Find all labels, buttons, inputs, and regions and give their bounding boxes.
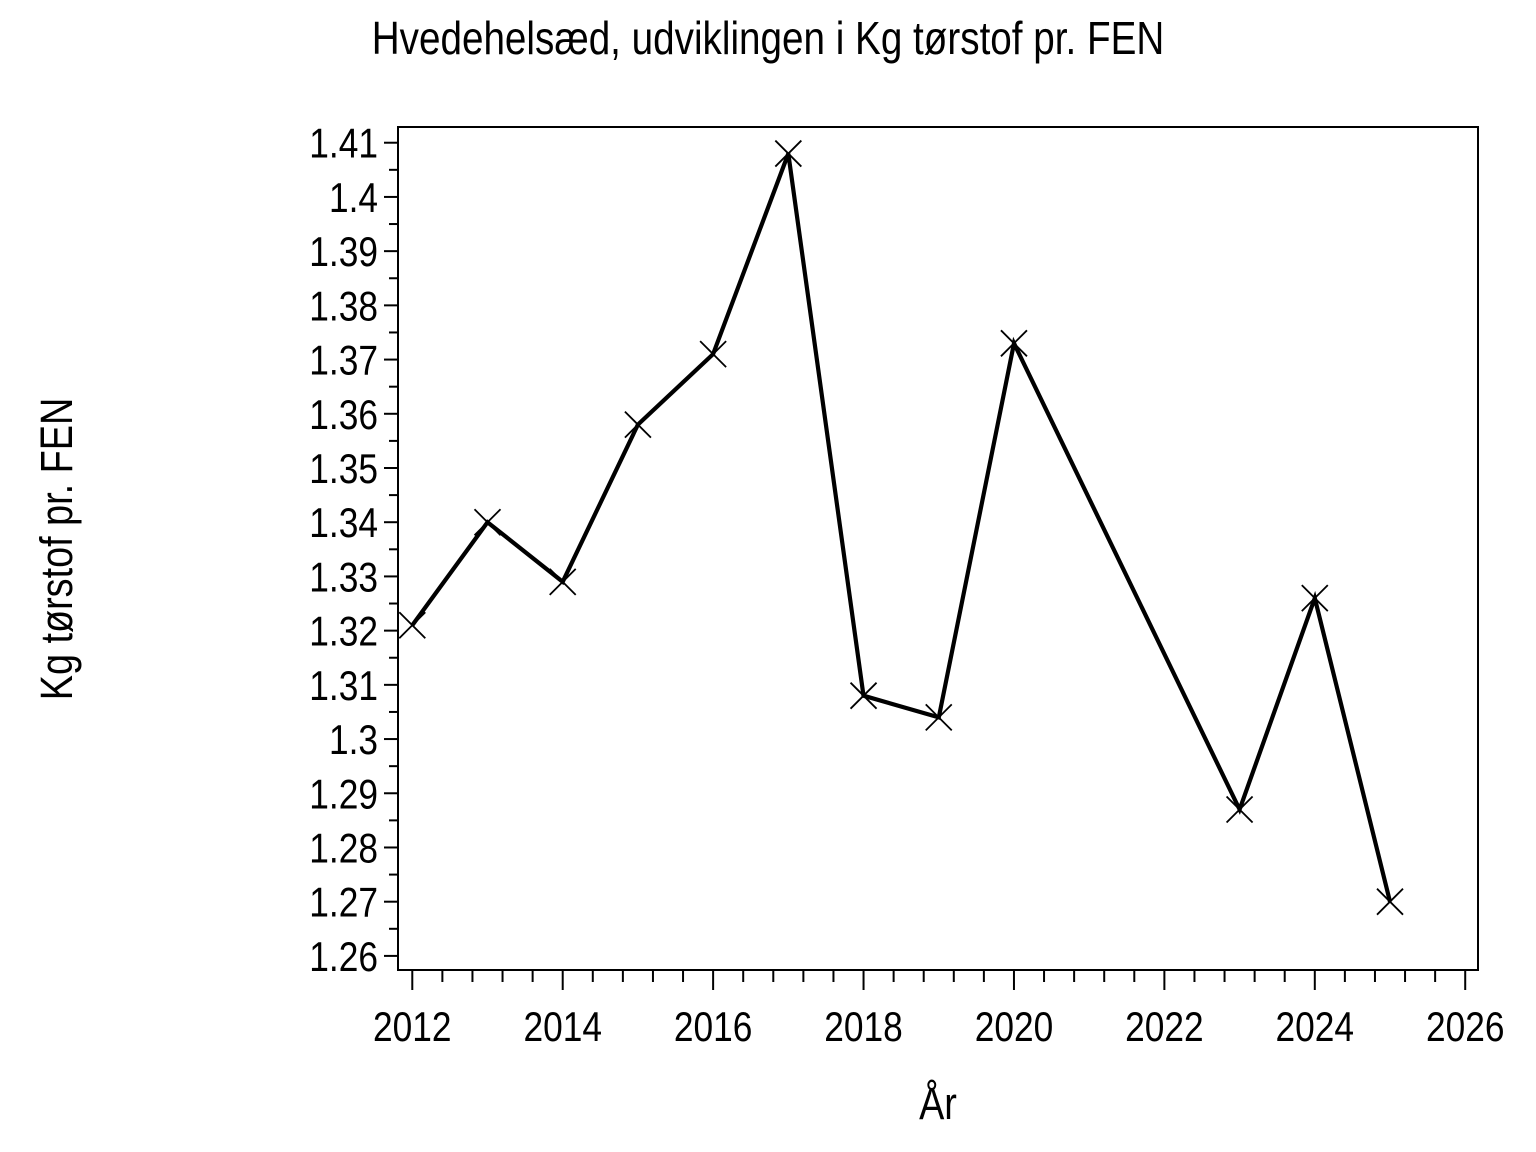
plot-frame [397, 126, 1479, 971]
y-tick-label: 1.31 [309, 662, 378, 709]
x-tick-label: 2016 [674, 1003, 753, 1050]
y-tick-label: 1.26 [309, 933, 378, 980]
y-tick-label: 1.39 [309, 228, 378, 275]
x-tick-label: 2022 [1125, 1003, 1204, 1050]
y-tick-label: 1.35 [309, 445, 378, 492]
y-tick-label: 1.4 [329, 174, 378, 221]
y-tick-label: 1.34 [309, 499, 378, 546]
x-tick-label: 2018 [824, 1003, 903, 1050]
data-point-marker [925, 703, 953, 732]
y-axis-title: Kg tørstof pr. FEN [31, 398, 82, 701]
y-tick-labels: 1.26 1.27 1.28 1.29 1.3 1.31 1.32 1.33 1.34 1.35 1… [309, 120, 378, 980]
y-tick-label: 1.38 [309, 282, 378, 329]
y-tick-label: 1.37 [309, 337, 378, 384]
y-tick-label: 1.33 [309, 553, 378, 600]
x-tick-label: 2014 [523, 1003, 602, 1050]
data-point-marker [549, 568, 577, 596]
data-point-marker [473, 508, 502, 536]
data-point-marker [398, 611, 426, 639]
data-point-marker [624, 410, 652, 439]
x-axis-ticks [411, 970, 1467, 990]
chart-title: Hvedehelsæd, udviklingen i Kg tørstof pr… [372, 12, 1165, 64]
y-tick-label: 1.3 [329, 716, 378, 763]
data-point-marker [1225, 795, 1254, 824]
x-tick-label: 2012 [373, 1003, 452, 1050]
y-tick-label: 1.29 [309, 770, 378, 817]
y-tick-label: 1.27 [309, 879, 378, 926]
x-tick-labels: 2012 2014 2016 2018 2020 2022 2024 2026 [373, 1003, 1504, 1050]
x-tick-label: 2026 [1426, 1003, 1505, 1050]
y-tick-label: 1.32 [309, 608, 378, 655]
data-point-marker [1301, 584, 1329, 612]
data-point-marker [774, 139, 802, 168]
data-point-marker [1376, 888, 1404, 916]
y-axis-ticks [384, 141, 398, 957]
y-tick-label: 1.36 [309, 391, 378, 438]
data-series [398, 139, 1404, 916]
data-point-marker [849, 682, 878, 710]
data-point-marker [699, 340, 727, 368]
y-tick-label: 1.28 [309, 824, 378, 871]
series-line [410, 152, 1393, 903]
x-axis-title: År [919, 1078, 957, 1129]
x-tick-label: 2020 [975, 1003, 1054, 1050]
x-tick-label: 2024 [1276, 1003, 1355, 1050]
data-point-marker [1000, 329, 1028, 357]
y-tick-label: 1.41 [309, 120, 378, 167]
